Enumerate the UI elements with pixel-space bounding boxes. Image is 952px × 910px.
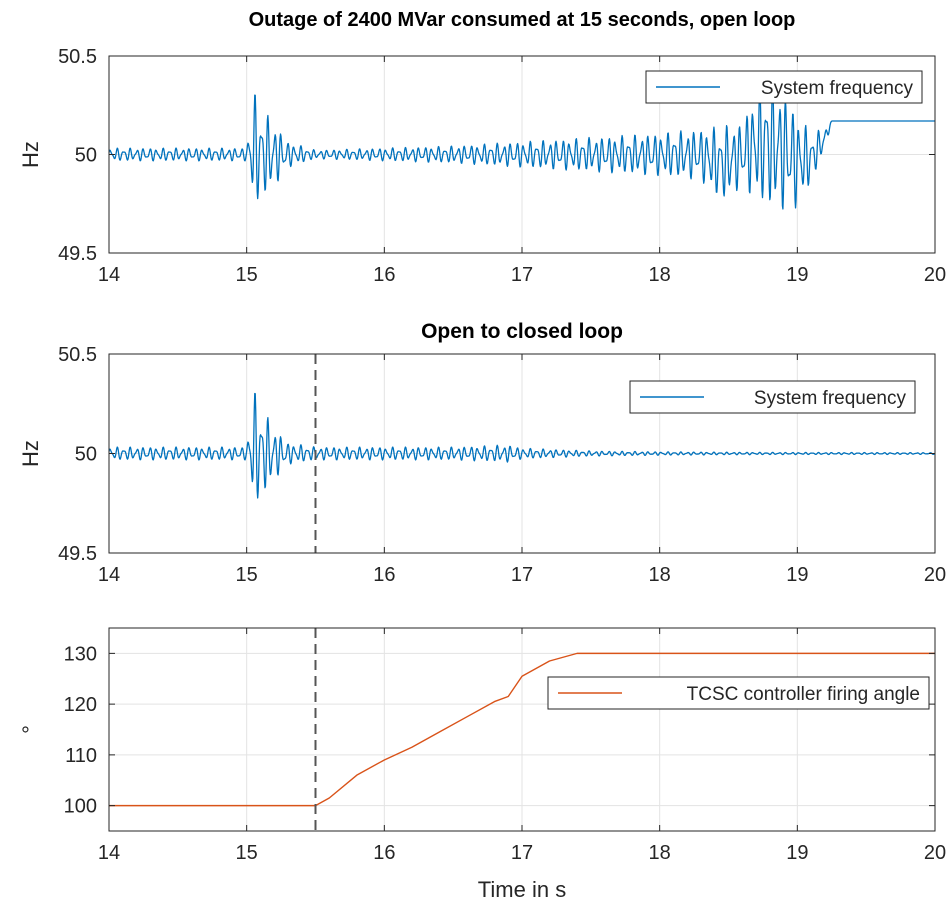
series-line-1	[108, 392, 936, 499]
series-line-1	[109, 652, 935, 807]
legend-label: System frequency	[761, 78, 914, 99]
y-tick-label: 120	[64, 694, 97, 716]
x-tick-label: 15	[236, 264, 258, 286]
series-line-1	[108, 82, 936, 210]
y-axis-label: Hz	[18, 141, 43, 168]
legend-label: TCSC controller firing angle	[687, 684, 920, 705]
x-tick-label: 14	[98, 564, 120, 586]
x-tick-label: 18	[649, 842, 671, 864]
x-tick-label: 15	[236, 564, 258, 586]
x-tick-label: 20	[924, 842, 946, 864]
chart-2: 14 15 16 17 18 19 20 49.5 50 50.5 Hz Open to closed…	[18, 320, 946, 586]
x-tick-label: 16	[373, 842, 395, 864]
chart-title: Open to closed loop	[421, 320, 623, 343]
x-tick-label: 17	[511, 564, 533, 586]
x-tick-label: 14	[98, 264, 120, 286]
x-tick-label: 17	[511, 264, 533, 286]
chart-3: 14 15 16 17 18 19 20 100 110 120 130 ° Time in s TCSC…	[18, 627, 946, 902]
x-tick-label: 16	[373, 264, 395, 286]
x-tick-label: 17	[511, 842, 533, 864]
y-tick-label: 50.5	[58, 344, 97, 366]
y-tick-label: 50	[75, 145, 97, 167]
legend-box	[645, 70, 923, 104]
legend: System frequency	[645, 70, 923, 104]
y-tick-label: 49.5	[58, 243, 97, 265]
y-tick-label: 50	[75, 444, 97, 466]
legend: System frequency	[629, 380, 916, 414]
x-tick-label: 18	[649, 564, 671, 586]
chart-1: 14 15 16 17 18 19 20 49.5 50 50.5 Hz Outage of 2400…	[18, 9, 946, 286]
y-axis-label: Hz	[18, 440, 43, 467]
x-tick-label: 14	[98, 842, 120, 864]
x-tick-label: 18	[649, 264, 671, 286]
x-axis-label: Time in s	[478, 877, 566, 902]
x-tick-label: 19	[786, 264, 808, 286]
y-tick-label: 130	[64, 643, 97, 665]
x-tick-label: 16	[373, 564, 395, 586]
legend: TCSC controller firing angle	[547, 676, 930, 710]
x-tick-label: 20	[924, 264, 946, 286]
y-tick-label: 100	[64, 796, 97, 818]
x-tick-label: 20	[924, 564, 946, 586]
y-tick-label: 110	[65, 745, 97, 767]
y-tick-label: 49.5	[58, 543, 97, 565]
y-tick-label: 50.5	[58, 46, 97, 68]
chart-title: Outage of 2400 MVar consumed at 15 secon…	[249, 9, 796, 31]
y-axis-label: °	[18, 725, 43, 734]
x-tick-label: 15	[236, 842, 258, 864]
x-tick-label: 19	[786, 842, 808, 864]
x-tick-label: 19	[786, 564, 808, 586]
legend-label: System frequency	[754, 388, 907, 409]
